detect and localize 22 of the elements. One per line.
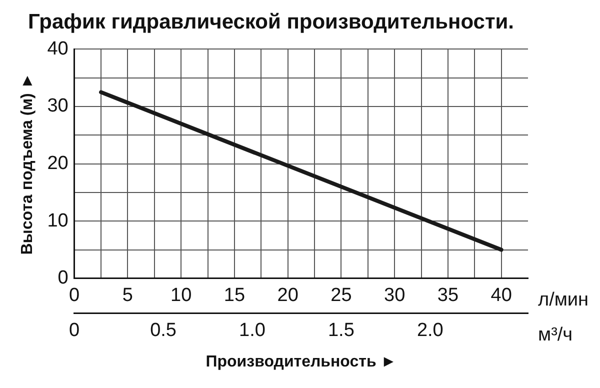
x-tick-label: 15 bbox=[224, 285, 246, 306]
x-tick-label: 40 bbox=[490, 285, 512, 306]
y-tick-label: 0 bbox=[58, 268, 68, 289]
y-tick-label: 10 bbox=[47, 210, 68, 232]
x-tick-label: 20 bbox=[277, 285, 298, 306]
x-tick-label: 30 bbox=[384, 285, 406, 306]
x-tick-label: 5 bbox=[122, 285, 133, 306]
x2-axis-title: м³/ч bbox=[538, 324, 573, 346]
x-tick-label: 25 bbox=[330, 285, 352, 306]
y-tick-label: 20 bbox=[47, 153, 68, 174]
x-tick-label: 10 bbox=[170, 285, 192, 306]
chart-title: График гидравлической производительности. bbox=[28, 10, 514, 34]
text: Производительность ► bbox=[206, 353, 397, 370]
x2-tick-label: 2.0 bbox=[416, 320, 444, 341]
x2-tick-label: 1.0 bbox=[239, 320, 266, 341]
y-tick-label: 30 bbox=[47, 96, 68, 117]
y-axis-title: Высота подъема (м) ► bbox=[19, 72, 36, 255]
x-tick-label: 35 bbox=[437, 285, 459, 306]
y-tick-label: 40 bbox=[47, 38, 68, 60]
x-axis-title: л/мин bbox=[538, 290, 589, 311]
x2-tick-label: 0.5 bbox=[150, 320, 176, 341]
x2-tick-label: 1.5 bbox=[328, 320, 354, 341]
